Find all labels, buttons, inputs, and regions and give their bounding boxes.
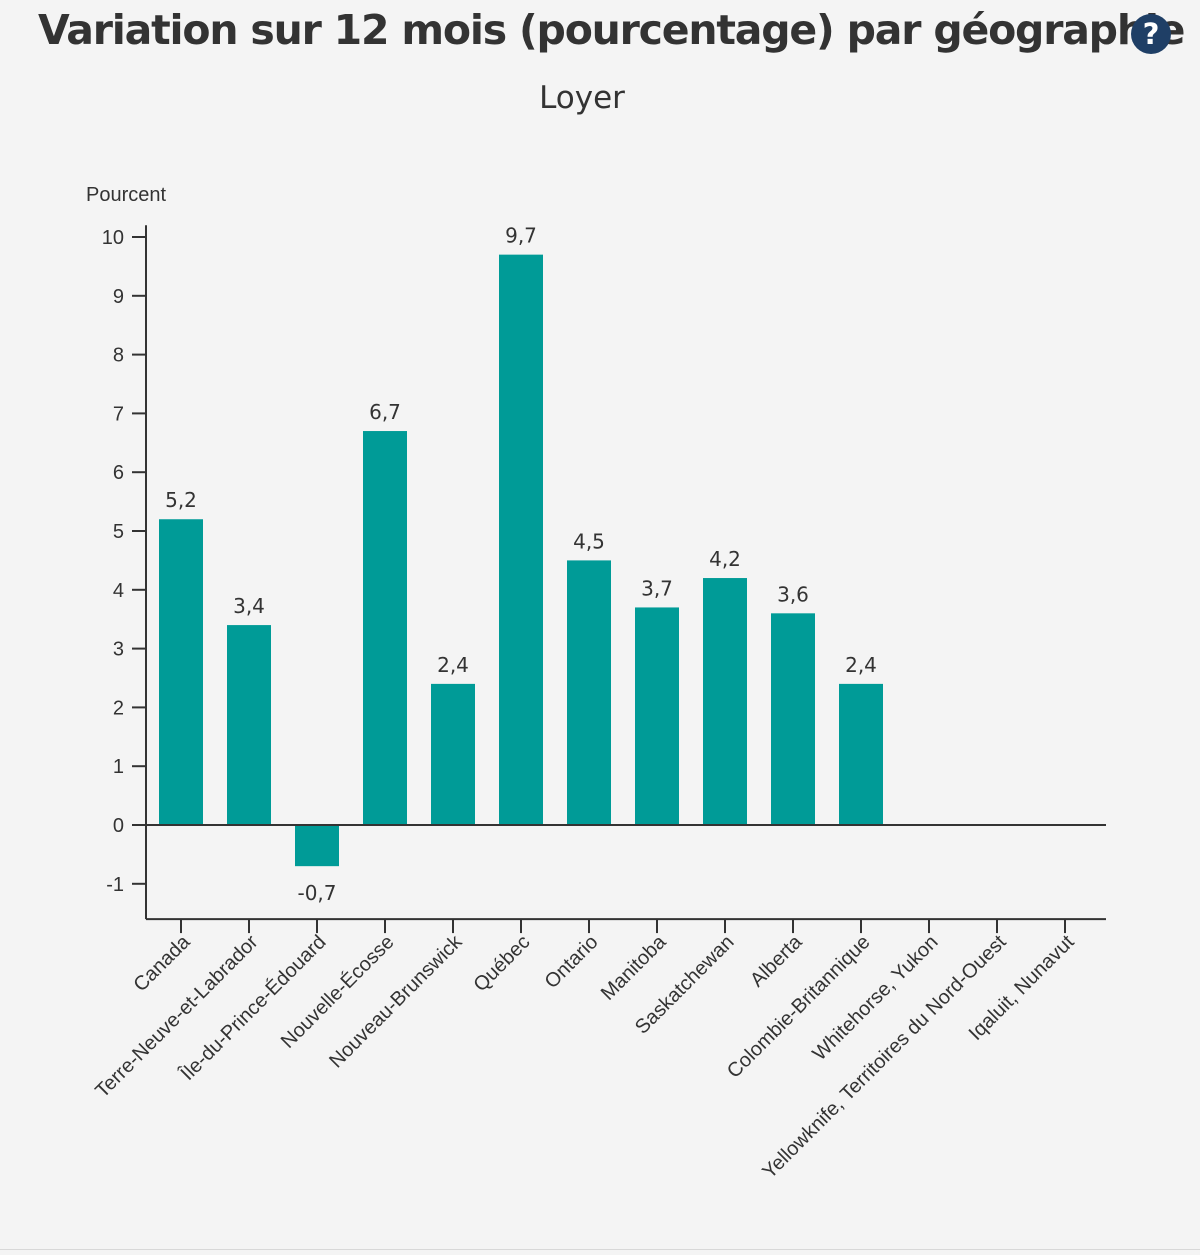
bar <box>295 825 339 867</box>
bar-value-label: 4,2 <box>709 547 741 571</box>
bar-value-label: 9,7 <box>505 224 537 248</box>
x-tick-label: Québec <box>469 931 534 996</box>
y-tick-label: 1 <box>113 756 124 778</box>
bar <box>363 431 407 825</box>
y-axis-title: Pourcent <box>86 184 166 206</box>
x-tick-label: Nouvelle-Écosse <box>276 930 398 1052</box>
bar <box>227 625 271 825</box>
divider <box>0 1249 1200 1250</box>
question-circle-icon[interactable]: ? <box>1131 14 1171 54</box>
bar <box>635 607 679 825</box>
bar <box>567 560 611 825</box>
x-tick-label: Alberta <box>746 930 807 991</box>
bar-value-label: 3,6 <box>777 582 809 606</box>
y-tick-label: 9 <box>113 286 124 308</box>
page-title: Variation sur 12 mois (pourcentage) par … <box>38 6 1185 54</box>
bar-value-label: 2,4 <box>437 653 469 677</box>
x-tick-label: Ontario <box>541 931 603 993</box>
y-tick-label: -1 <box>106 874 124 896</box>
y-tick-label: 0 <box>113 815 124 837</box>
y-tick-label: 10 <box>102 227 124 249</box>
bar-value-label: 4,5 <box>573 529 605 553</box>
bar <box>703 578 747 825</box>
bar-value-label: 3,4 <box>233 594 265 618</box>
bar-value-label: 2,4 <box>845 653 877 677</box>
bar <box>431 683 475 825</box>
x-tick-label: Yellowknife, Territoires du Nord-Ouest <box>758 931 1010 1183</box>
bar-value-label: 6,7 <box>369 400 401 424</box>
bar <box>499 254 543 825</box>
y-tick-label: 2 <box>113 697 124 719</box>
bar-value-label: 3,7 <box>641 576 673 600</box>
bar-value-label: 5,2 <box>165 488 197 512</box>
y-tick-label: 8 <box>113 345 124 367</box>
x-tick-label: Nouveau-Brunswick <box>325 930 467 1072</box>
chart-header: Variation sur 12 mois (pourcentage) par … <box>0 0 1200 70</box>
y-tick-label: 5 <box>113 521 124 543</box>
chart-subtitle: Loyer <box>539 80 625 116</box>
x-tick-label: Whitehorse, Yukon <box>809 931 943 1065</box>
y-tick-label: 3 <box>113 639 124 661</box>
bar-value-label: -0,7 <box>297 881 336 905</box>
bar <box>159 519 203 825</box>
y-tick-label: 6 <box>113 462 124 484</box>
bar <box>839 683 883 825</box>
y-tick-label: 4 <box>113 580 124 602</box>
y-tick-label: 7 <box>113 403 124 425</box>
x-tick-label: Canada <box>129 930 195 996</box>
bar <box>771 613 815 825</box>
